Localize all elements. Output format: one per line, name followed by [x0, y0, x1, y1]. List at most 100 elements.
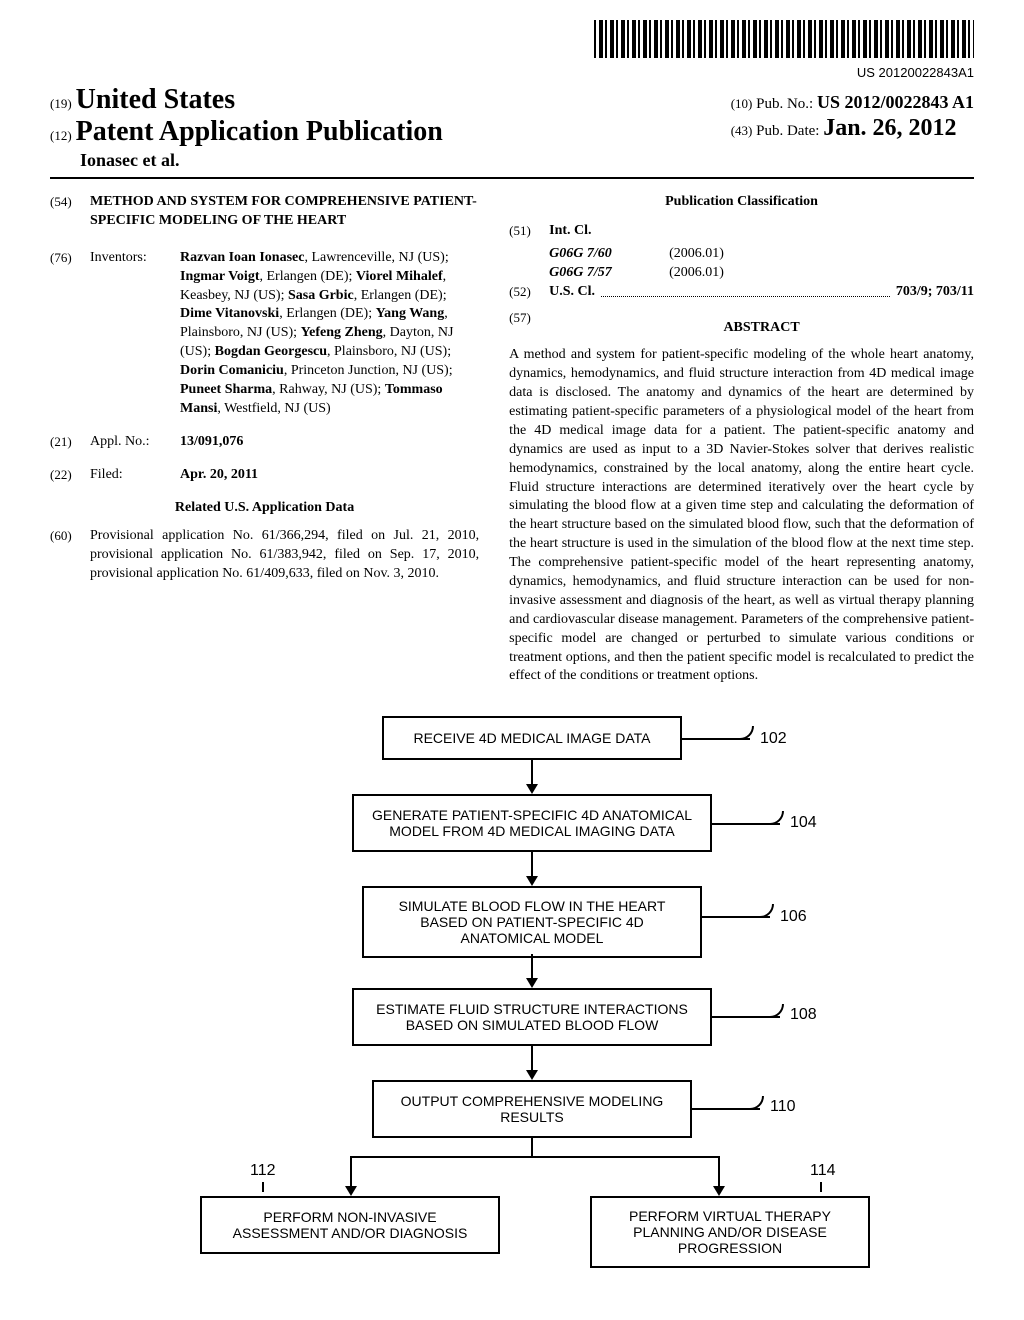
inventor: Sasa Grbic, Erlangen (DE) [288, 288, 443, 303]
us-cl-value: 703/9; 703/11 [896, 283, 974, 302]
patent-title: METHOD AND SYSTEM FOR COMPREHENSIVE PATI… [90, 193, 479, 231]
flow-line [350, 1156, 352, 1188]
flow-label-104: 104 [790, 814, 817, 832]
abstract-text: A method and system for patient-specific… [509, 346, 974, 686]
int-cl-code-row: G06G 7/57(2006.01) [549, 264, 974, 283]
pub-date-label: Pub. Date: [756, 123, 819, 139]
flow-box-106: SIMULATE BLOOD FLOW IN THE HEART BASED O… [362, 886, 702, 958]
pub-no: US 2012/0022843 A1 [817, 92, 974, 112]
flow-box-108: ESTIMATE FLUID STRUCTURE INTERACTIONS BA… [352, 988, 712, 1046]
flow-box-114: PERFORM VIRTUAL THERAPY PLANNING AND/OR … [590, 1196, 870, 1268]
arrow-down-icon [526, 784, 538, 794]
lead-curve [758, 904, 774, 918]
appl-no-row: (21) Appl. No.: 13/091,076 [50, 433, 479, 452]
us-cl-num: (52) [509, 283, 549, 302]
flow-line [718, 1156, 720, 1188]
int-cl-num: (51) [509, 222, 549, 241]
flow-label-110: 110 [770, 1098, 796, 1116]
flow-line [531, 1138, 533, 1156]
flow-line [350, 1156, 720, 1158]
flow-label-102: 102 [760, 730, 787, 748]
lead-curve [768, 811, 784, 825]
filed-num: (22) [50, 466, 90, 485]
flow-label-108: 108 [790, 1006, 817, 1024]
related-text: Provisional application No. 61/366,294, … [90, 527, 479, 584]
inventor-name: Ingmar Voigt [180, 269, 259, 284]
prefix-12: (12) [50, 128, 72, 143]
us-cl-row: (52) U.S. Cl. 703/9; 703/11 [509, 283, 974, 302]
classification-heading: Publication Classification [509, 193, 974, 212]
filed-label: Filed: [90, 466, 180, 485]
patent-header: (19) United States (12) Patent Applicati… [50, 84, 974, 179]
inventor-name: Dorin Comaniciu [180, 363, 284, 378]
barcode-text: US 20120022843A1 [50, 65, 974, 80]
left-column: (54) METHOD AND SYSTEM FOR COMPREHENSIVE… [50, 193, 479, 686]
prefix-43: (43) [731, 123, 753, 138]
arrow-down-icon [526, 876, 538, 886]
lead-tick [262, 1182, 264, 1192]
barcode-graphic [594, 20, 974, 58]
lead-curve [738, 726, 754, 740]
inventor: Bogdan Georgescu, Plainsboro, NJ (US) [215, 344, 448, 359]
int-cl-codes: G06G 7/60(2006.01)G06G 7/57(2006.01) [549, 245, 974, 283]
title-block: (54) METHOD AND SYSTEM FOR COMPREHENSIVE… [50, 193, 479, 231]
int-cl-row: (51) Int. Cl. [509, 222, 974, 241]
dots-leader [601, 283, 890, 298]
related-num: (60) [50, 527, 90, 584]
inventor: Puneet Sharma, Rahway, NJ (US) [180, 382, 377, 397]
inventors-value: Razvan Ioan Ionasec, Lawrenceville, NJ (… [180, 249, 479, 419]
inventor-name: Razvan Ioan Ionasec [180, 250, 304, 265]
abstract-num: (57) [509, 309, 549, 346]
flow-line [531, 1046, 533, 1072]
flow-label-114: 114 [810, 1162, 836, 1180]
arrow-down-icon [713, 1186, 725, 1196]
flow-label-106: 106 [780, 908, 807, 926]
flow-line [531, 954, 533, 980]
inventor-name: Dime Vitanovski [180, 306, 279, 321]
inventors-row: (76) Inventors: Razvan Ioan Ionasec, Law… [50, 249, 479, 419]
int-cl-label: Int. Cl. [549, 222, 629, 241]
flow-box-112: PERFORM NON-INVASIVE ASSESSMENT AND/OR D… [200, 1196, 500, 1254]
prefix-10: (10) [731, 96, 753, 111]
prefix-19: (19) [50, 96, 72, 111]
pub-no-label: Pub. No.: [756, 96, 813, 112]
barcode-region: US 20120022843A1 [50, 20, 974, 80]
inventor-name: Viorel Mihalef [356, 269, 443, 284]
flow-box-102: RECEIVE 4D MEDICAL IMAGE DATA [382, 716, 682, 760]
lead-curve [748, 1096, 764, 1110]
filed-value: Apr. 20, 2011 [180, 466, 479, 485]
cl-code: G06G 7/57 [549, 264, 669, 283]
authors-line: Ionasec et al. [80, 150, 443, 171]
int-cl-code-row: G06G 7/60(2006.01) [549, 245, 974, 264]
body-columns: (54) METHOD AND SYSTEM FOR COMPREHENSIVE… [50, 193, 974, 686]
lead-curve [768, 1004, 784, 1018]
filed-row: (22) Filed: Apr. 20, 2011 [50, 466, 479, 485]
us-cl-label: U.S. Cl. [549, 283, 595, 302]
flow-box-110: OUTPUT COMPREHENSIVE MODELING RESULTS [372, 1080, 692, 1138]
appl-no-num: (21) [50, 433, 90, 452]
country: United States [76, 84, 235, 115]
inventor-name: Yang Wang [376, 306, 445, 321]
inventor-name: Yefeng Zheng [301, 325, 383, 340]
publication-type: Patent Application Publication [76, 116, 443, 147]
right-column: Publication Classification (51) Int. Cl.… [509, 193, 974, 686]
flow-box-104: GENERATE PATIENT-SPECIFIC 4D ANATOMICAL … [352, 794, 712, 852]
related-heading: Related U.S. Application Data [50, 499, 479, 518]
abstract-heading: ABSTRACT [549, 319, 974, 338]
arrow-down-icon [526, 1070, 538, 1080]
inventor-name: Puneet Sharma [180, 382, 272, 397]
inventors-num: (76) [50, 249, 90, 419]
flow-line [531, 852, 533, 878]
cl-code: G06G 7/60 [549, 245, 669, 264]
inventor: Dorin Comaniciu, Princeton Junction, NJ … [180, 363, 449, 378]
appl-no-value: 13/091,076 [180, 433, 479, 452]
flow-line [531, 760, 533, 786]
appl-no-label: Appl. No.: [90, 433, 180, 452]
arrow-down-icon [345, 1186, 357, 1196]
cl-year: (2006.01) [669, 264, 724, 283]
related-row: (60) Provisional application No. 61/366,… [50, 527, 479, 584]
inventors-label: Inventors: [90, 249, 180, 419]
inventor: Dime Vitanovski, Erlangen (DE) [180, 306, 368, 321]
title-num: (54) [50, 193, 90, 231]
lead-tick [820, 1182, 822, 1192]
